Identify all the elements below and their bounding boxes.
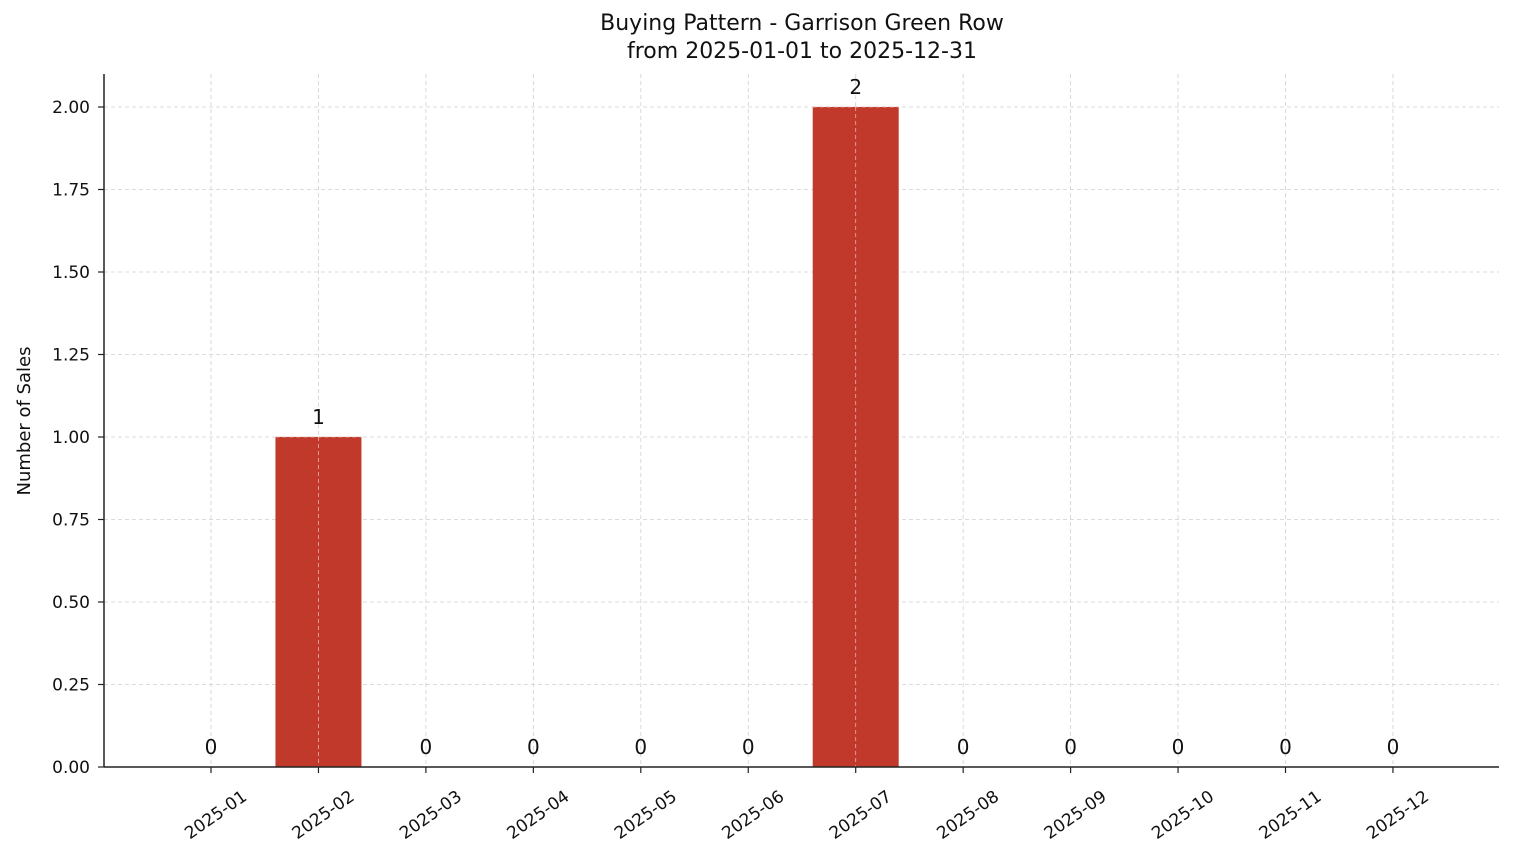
y-tick-label: 1.25	[52, 346, 90, 366]
bar-value-label: 0	[1172, 735, 1185, 759]
x-tick-label: 2025-12	[1363, 787, 1433, 844]
bar-value-label: 1	[312, 405, 325, 429]
chart-title: Buying Pattern - Garrison Green Row from…	[0, 10, 1514, 66]
x-tick-label: 2025-08	[933, 787, 1003, 844]
x-tick-label: 2025-05	[611, 787, 681, 844]
y-tick-label: 1.75	[52, 181, 90, 201]
y-axis-label: Number of Sales	[14, 346, 35, 495]
bar-value-label: 0	[634, 735, 647, 759]
x-tick-label: 2025-03	[396, 787, 466, 844]
bar-value-labels: 0 1 0 0 0 0 2 0 0 0 0 0	[205, 75, 1400, 759]
bar-value-label: 0	[420, 735, 433, 759]
y-tick-label: 0.00	[52, 758, 90, 778]
x-tick-label: 2025-04	[504, 787, 574, 844]
chart-title-main: Buying Pattern - Garrison Green Row	[600, 11, 1004, 36]
bar-value-label: 0	[742, 735, 755, 759]
x-axis-ticks: 2025-01 2025-02 2025-03 2025-04 2025-05 2025-…	[181, 767, 1433, 844]
x-tick-label: 2025-07	[826, 787, 896, 844]
x-tick-label: 2025-10	[1148, 787, 1218, 844]
bar-value-label: 0	[1279, 735, 1292, 759]
x-tick-label: 2025-06	[718, 787, 788, 844]
y-tick-label: 2.00	[52, 98, 90, 118]
bar-value-label: 2	[849, 75, 862, 99]
y-tick-label: 0.25	[52, 676, 90, 696]
y-axis-ticks: 0.00 0.25 0.50 0.75 1.00 1.25 1.50 1.75 2.00	[52, 98, 104, 778]
bar-value-label: 0	[527, 735, 540, 759]
chart-subtitle: from 2025-01-01 to 2025-12-31	[627, 39, 977, 64]
y-tick-label: 0.75	[52, 511, 90, 531]
x-tick-label: 2025-09	[1041, 787, 1111, 844]
bar-value-label: 0	[957, 735, 970, 759]
x-tick-label: 2025-11	[1256, 787, 1326, 844]
x-tick-label: 2025-01	[181, 787, 251, 844]
bars	[275, 106, 899, 767]
bar-value-label: 0	[205, 735, 218, 759]
x-tick-label: 2025-02	[289, 787, 359, 844]
bar-value-label: 0	[1064, 735, 1077, 759]
y-tick-label: 1.00	[52, 428, 90, 448]
y-tick-label: 0.50	[52, 593, 90, 613]
bar-value-label: 0	[1387, 735, 1400, 759]
y-tick-label: 1.50	[52, 263, 90, 283]
